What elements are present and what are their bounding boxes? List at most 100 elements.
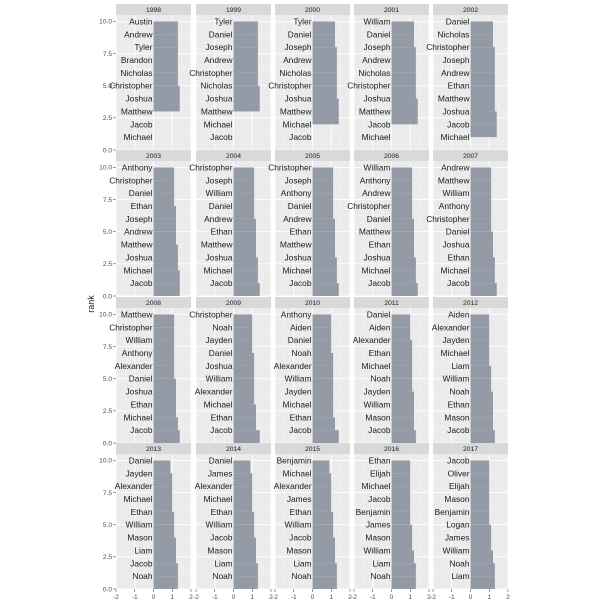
rank-bar <box>153 270 180 284</box>
rank-bar <box>233 486 253 499</box>
name-label: William <box>364 545 391 555</box>
rank-bar <box>153 21 178 35</box>
name-label: Benjamin <box>356 507 391 517</box>
x-tick-label: 2 <box>269 594 273 600</box>
name-label: William <box>443 545 470 555</box>
rank-bar <box>391 47 416 60</box>
rank-bar <box>391 206 413 219</box>
name-label: Joshua <box>205 361 232 371</box>
name-label: Jacob <box>289 278 312 288</box>
name-label: Matthew <box>359 106 392 116</box>
name-label: Ethan <box>290 507 312 517</box>
name-label: Joseph <box>205 175 232 185</box>
name-label: Jayden <box>125 468 152 478</box>
name-label: Michael <box>441 265 470 275</box>
rank-bar <box>391 353 413 366</box>
name-label: William <box>364 399 391 409</box>
rank-bar <box>233 167 255 181</box>
rank-bar <box>470 21 493 35</box>
name-label: Daniel <box>209 348 233 358</box>
name-label: Jacob <box>447 119 470 129</box>
name-label: Michael <box>283 265 312 275</box>
rank-bar <box>391 167 413 181</box>
y-tick-label: 10.0 <box>99 458 112 465</box>
y-tick-label: 0.0 <box>103 586 112 593</box>
name-label: Liam <box>214 558 232 568</box>
name-label: Noah <box>212 571 232 581</box>
name-label: William <box>126 520 153 530</box>
name-label: Anthony <box>360 175 392 185</box>
rank-bar <box>312 524 334 538</box>
x-tick-label: -2 <box>113 594 119 600</box>
rank-bar <box>470 270 495 284</box>
rank-bar <box>233 327 253 341</box>
facet-strip <box>275 443 350 454</box>
facet-strip <box>116 150 191 161</box>
rank-bar <box>391 550 414 564</box>
name-label: Jacob <box>447 455 470 465</box>
name-label: Joshua <box>125 252 152 262</box>
rank-bar <box>470 511 490 525</box>
name-label: Ethan <box>369 240 391 250</box>
x-tick-label: 1 <box>170 594 174 600</box>
name-label: Andrew <box>204 214 233 224</box>
x-tick-label: -2 <box>193 594 199 600</box>
rank-bar <box>233 550 256 564</box>
x-tick-label: -1 <box>370 594 376 600</box>
name-label: Liam <box>451 361 469 371</box>
facet-strip-label: 2000 <box>305 7 320 14</box>
name-label: Matthew <box>121 106 154 116</box>
y-tick-label: 2.5 <box>103 554 112 561</box>
name-label: Christopher <box>189 162 233 172</box>
rank-bar <box>153 180 175 194</box>
rank-bar <box>470 353 490 366</box>
name-label: Oliver <box>448 468 470 478</box>
name-label: Christopher <box>189 68 233 78</box>
name-label: Mason <box>286 545 311 555</box>
name-label: Michael <box>204 119 233 129</box>
rank-bar <box>312 72 337 86</box>
name-label: Matthew <box>359 227 392 237</box>
rank-bar <box>153 244 178 258</box>
name-label: Jayden <box>442 335 469 345</box>
name-label: Daniel <box>129 188 153 198</box>
rank-bar <box>470 85 495 99</box>
rank-bar <box>312 111 339 125</box>
name-label: Michael <box>283 399 312 409</box>
name-label: Andrew <box>441 68 470 78</box>
facet-strip-label: 2016 <box>384 446 399 453</box>
x-tick-label: -2 <box>430 594 436 600</box>
name-label: Jacob <box>130 278 153 288</box>
rank-bar <box>153 218 176 232</box>
name-label: Ethan <box>131 507 153 517</box>
name-label: Michael <box>283 468 312 478</box>
rank-bar <box>233 21 258 35</box>
rank-bar <box>391 193 413 206</box>
name-label: Ethan <box>448 399 470 409</box>
rank-bar <box>391 72 416 86</box>
name-label: Daniel <box>367 214 391 224</box>
name-label: Alexander <box>274 481 312 491</box>
rank-bar <box>153 231 176 245</box>
rank-bar <box>470 365 492 379</box>
rank-bar <box>312 576 337 589</box>
rank-bar <box>391 244 414 258</box>
name-label: Mason <box>365 533 390 543</box>
name-label: Nicholas <box>200 81 232 91</box>
name-label: Michael <box>441 348 470 358</box>
rank-bar <box>153 550 176 564</box>
name-label: Daniel <box>288 335 312 345</box>
name-label: William <box>126 335 153 345</box>
x-tick-label: 0 <box>469 594 473 600</box>
name-label: Matthew <box>201 106 234 116</box>
rank-bar <box>153 167 175 181</box>
rank-bar <box>153 391 176 405</box>
name-label: Anthony <box>281 309 313 319</box>
rank-bar <box>312 193 334 206</box>
name-label: Noah <box>212 322 232 332</box>
rank-bar <box>153 193 175 206</box>
rank-bar <box>153 257 178 271</box>
name-label: Noah <box>132 571 152 581</box>
name-label: Andrew <box>124 29 153 39</box>
y-tick-label: 2.5 <box>103 115 112 122</box>
